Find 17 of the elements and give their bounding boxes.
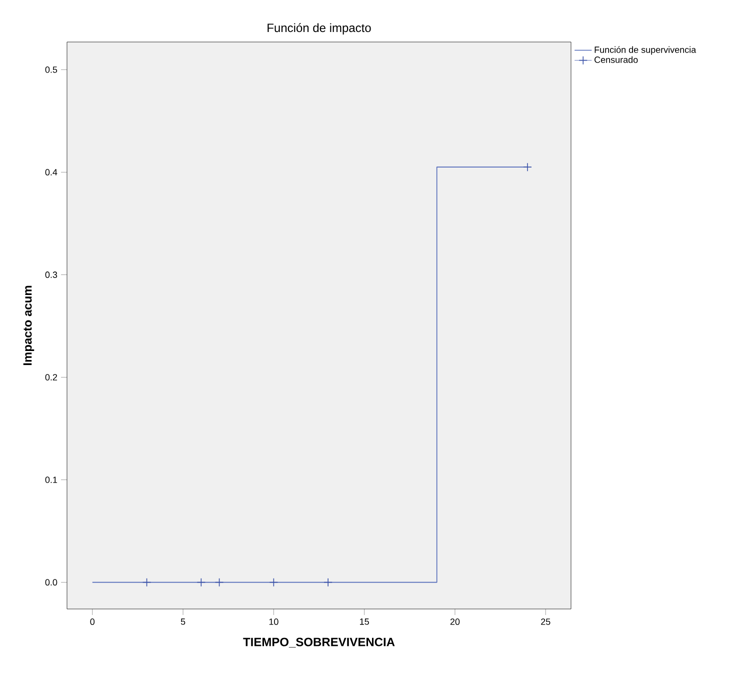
x-tick-label: 10 [269, 618, 278, 625]
y-tick-label: 0.5 [45, 66, 58, 73]
x-tick-label: 5 [180, 618, 186, 625]
y-tick-label: 0.2 [45, 374, 58, 380]
x-tick-label: 15 [360, 618, 369, 625]
y-tick-label: 0.0 [45, 579, 58, 586]
legend-label: Función de supervivencia [594, 46, 696, 55]
x-tick-label: 25 [541, 618, 550, 625]
chart-title: Función de impacto [268, 23, 371, 34]
x-tick-label: 0 [90, 618, 95, 625]
y-axis-title: Impacto acum [23, 286, 34, 366]
x-axis-title: TIEMPO_SOBREVIVENCIA [243, 638, 395, 648]
x-tick-label: 20 [450, 618, 460, 625]
legend-label: Censurado [594, 56, 638, 63]
y-tick-label: 0.1 [45, 476, 58, 483]
y-tick-label: 0.3 [45, 272, 58, 278]
y-tick-label: 0.4 [45, 169, 58, 176]
